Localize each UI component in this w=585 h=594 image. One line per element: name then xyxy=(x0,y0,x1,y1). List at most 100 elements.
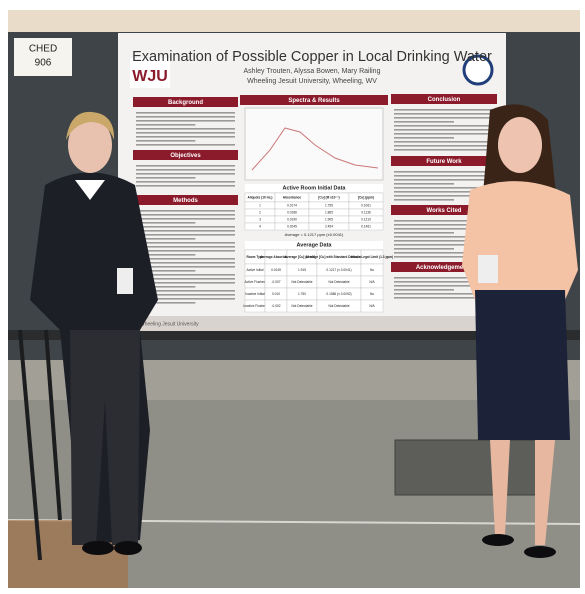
text-line xyxy=(136,210,235,212)
text-line xyxy=(394,149,494,151)
text-line xyxy=(136,286,196,288)
table-text: Active Flushed xyxy=(245,280,266,284)
text-line xyxy=(136,270,196,272)
table-text: Average [Cu] (M x10⁻⁵) xyxy=(285,255,320,259)
badge xyxy=(478,255,498,283)
section-header xyxy=(391,262,497,272)
text-line xyxy=(136,165,235,167)
table-text: 0.1461 xyxy=(361,224,371,228)
table-text: No xyxy=(370,268,374,272)
text-line xyxy=(136,169,235,171)
table-text: 2.454 xyxy=(325,224,333,228)
section-title: Future Work xyxy=(426,159,462,165)
table-text: -0.002 xyxy=(271,304,280,308)
text-line xyxy=(394,145,494,147)
table-text: 0.0174 xyxy=(287,203,297,207)
logo: WJU xyxy=(132,68,168,85)
poster-footer xyxy=(118,316,506,331)
table-text: Room Type xyxy=(246,255,263,259)
section-title: Objectives xyxy=(170,153,201,159)
table-text: 1.905 xyxy=(325,217,333,221)
text-line xyxy=(394,224,494,226)
ceiling-glow xyxy=(8,10,580,32)
section-title: Spectra & Results xyxy=(288,98,340,104)
text-line xyxy=(394,289,454,291)
text-line xyxy=(394,137,454,139)
text-line xyxy=(136,254,196,256)
text-line xyxy=(136,120,235,122)
easel-leg xyxy=(44,329,62,521)
section-title: Methods xyxy=(173,198,198,204)
text-line xyxy=(136,230,235,232)
table-text: 1.755 xyxy=(325,203,333,207)
text-line xyxy=(394,113,494,115)
table-title-bg xyxy=(245,241,383,249)
table-text: Not Detectable xyxy=(291,280,312,284)
table-cell xyxy=(348,222,384,231)
text-line xyxy=(394,109,494,111)
table-text: 1 xyxy=(259,203,261,207)
table-text: Not Detectable xyxy=(328,304,349,308)
text-line xyxy=(136,246,235,248)
table-text: 0.0149 xyxy=(271,268,281,272)
section-title: Acknowledgements xyxy=(416,265,473,271)
spectrum xyxy=(251,127,379,171)
table-text: -0.007 xyxy=(271,280,280,284)
text-line xyxy=(394,175,494,177)
table-text: 0.1136 xyxy=(361,210,371,214)
text-line xyxy=(136,222,196,224)
hair xyxy=(66,111,115,140)
skirt xyxy=(475,290,570,440)
table-text: Not Detectable xyxy=(291,304,312,308)
section-header xyxy=(391,205,497,215)
table-note: Average = 0.1217 ppm (±0.0041) xyxy=(285,232,344,237)
table-text: [Cu] (ppm) xyxy=(358,195,374,199)
table-text: No xyxy=(370,292,374,296)
text-line xyxy=(136,124,196,126)
text-line xyxy=(136,258,235,260)
table-text: Active Initial xyxy=(246,268,263,272)
text-line xyxy=(394,240,494,242)
table-text: 0.1086 (± 0.0052) xyxy=(326,292,351,296)
text-line xyxy=(136,294,235,296)
trousers xyxy=(70,330,140,545)
text-line xyxy=(136,132,235,134)
text-line xyxy=(394,125,494,127)
face xyxy=(68,117,112,173)
table-text: N/A xyxy=(369,304,375,308)
table-text: 2 xyxy=(259,210,261,214)
text-line xyxy=(394,285,494,287)
text-line xyxy=(136,274,235,276)
table-text: 0.1217 (± 0.0041) xyxy=(326,268,351,272)
board-rail xyxy=(8,330,580,340)
table-text: 3 xyxy=(259,217,261,221)
text-line xyxy=(394,220,494,222)
text-line xyxy=(394,252,494,254)
table-cell xyxy=(360,299,384,313)
text-line xyxy=(136,226,235,228)
table-text: 1.915 xyxy=(298,268,306,272)
table-text: 0.0186 xyxy=(287,210,297,214)
text-line xyxy=(394,236,494,238)
acs-logo xyxy=(462,54,494,86)
table-text: 4 xyxy=(259,224,261,228)
text-line xyxy=(394,277,494,279)
text-line xyxy=(394,179,494,181)
authors: Ashley Trouten, Alyssa Bowen, Mary Raili… xyxy=(244,68,381,75)
table-text: 0.0245 xyxy=(287,224,297,228)
person-left xyxy=(30,111,158,555)
text-line xyxy=(136,144,235,146)
easel-leg xyxy=(18,329,42,561)
section-header xyxy=(391,156,497,166)
section-header xyxy=(240,95,388,105)
sign-text: CHED xyxy=(29,44,57,55)
text-line xyxy=(394,232,454,234)
text-line xyxy=(394,199,454,201)
shoe xyxy=(114,541,142,555)
table-title-bg xyxy=(245,184,383,192)
table-text: Absorbance xyxy=(283,195,302,199)
text-line xyxy=(136,112,235,114)
text-line xyxy=(136,234,235,236)
text-line xyxy=(136,298,235,300)
affiliation: Wheeling Jesuit University, Wheeling, WV xyxy=(247,78,377,85)
